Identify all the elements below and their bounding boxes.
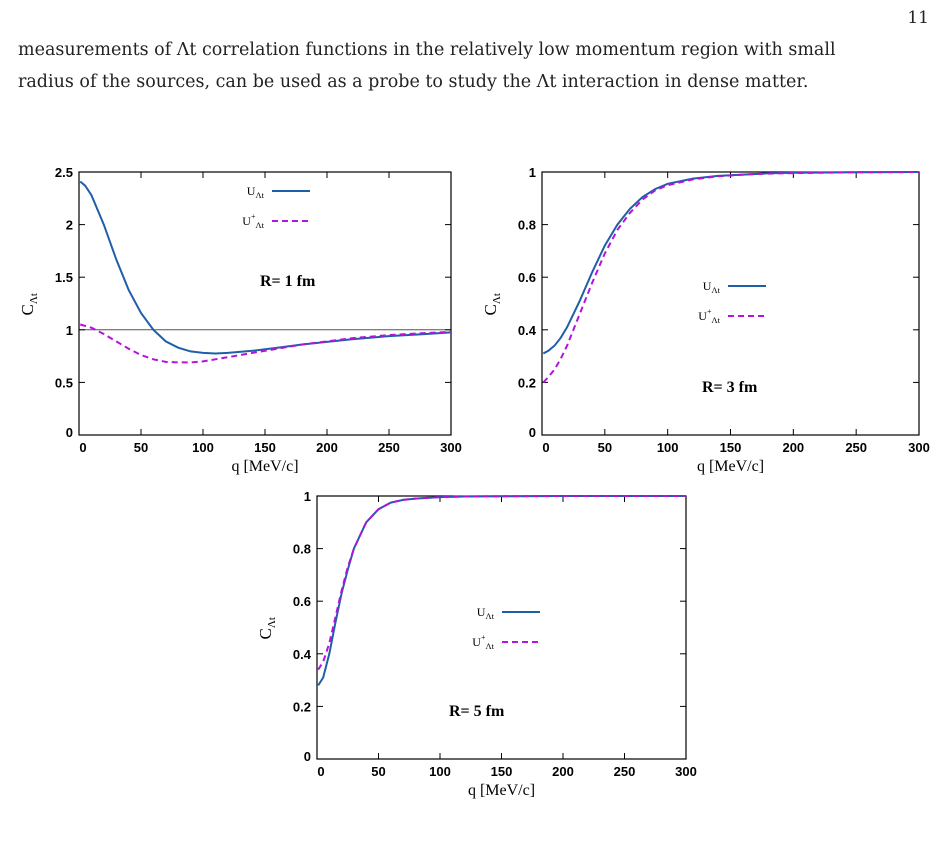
- x-tick-label: 250: [614, 764, 636, 779]
- series-line-solid: [542, 171, 920, 355]
- legend-label-main: U: [472, 635, 481, 649]
- y-axis-label: CΛt: [256, 617, 278, 639]
- legend-label-main: U: [698, 309, 707, 323]
- x-tick-label: 100: [192, 440, 214, 455]
- legend-label-dashed: U+Λt: [242, 212, 264, 230]
- legend-label-solid: UΛt: [703, 279, 721, 295]
- legend-label-superscript: +: [251, 212, 256, 221]
- x-tick-label: 100: [429, 764, 451, 779]
- series-line-solid: [317, 495, 686, 686]
- series-line-dashed: [79, 323, 452, 364]
- legend-label-dashed: U+Λt: [698, 307, 720, 325]
- y-axis-label-subscript: Λt: [491, 293, 503, 304]
- y-tick-label: 2.5: [55, 165, 73, 180]
- legend-label-dashed: U+Λt: [472, 633, 494, 651]
- x-tick-label: 150: [720, 440, 742, 455]
- legend-label-subscript: Λt: [255, 220, 264, 230]
- legend-label-subscript: Λt: [485, 641, 494, 651]
- legend-label-subscript: Λt: [255, 190, 264, 200]
- body-text-line-2: radius of the sources, can be used as a …: [18, 72, 809, 92]
- y-tick-label: 0.8: [518, 218, 536, 233]
- legend-label-superscript: +: [481, 633, 486, 642]
- y-tick-label: 0.8: [293, 542, 311, 557]
- legend-label-subscript: Λt: [711, 285, 720, 295]
- legend-label-main: U: [242, 214, 251, 228]
- y-tick-label: 2: [66, 218, 73, 233]
- page-number: 11: [907, 8, 929, 28]
- y-tick-label: 1: [529, 165, 536, 180]
- y-axis-label-main: C: [18, 304, 37, 315]
- x-axis-label: q [MeV/c]: [468, 782, 535, 799]
- y-axis-label-main: C: [481, 304, 500, 315]
- x-tick-label: 100: [657, 440, 679, 455]
- y-tick-label: 0.2: [293, 699, 311, 714]
- legend-label-solid: UΛt: [477, 605, 495, 621]
- y-tick-label: 0.6: [293, 594, 311, 609]
- y-tick-label: 0.2: [518, 375, 536, 390]
- x-tick-label: 0: [542, 440, 549, 455]
- x-tick-label: 0: [79, 440, 86, 455]
- body-text-line-1: measurements of Λt correlation functions…: [18, 40, 836, 60]
- x-tick-label: 300: [908, 440, 930, 455]
- x-tick-label: 50: [598, 440, 612, 455]
- legend-label-subscript: Λt: [711, 315, 720, 325]
- y-tick-label: 1: [66, 323, 73, 338]
- y-axis-label: CΛt: [481, 293, 503, 315]
- y-axis-label-main: C: [256, 628, 275, 639]
- y-tick-label: 0.5: [55, 375, 73, 390]
- y-tick-label: 0.4: [518, 323, 537, 338]
- x-tick-label: 150: [254, 440, 276, 455]
- y-axis-label-subscript: Λt: [266, 617, 278, 628]
- x-tick-label: 50: [134, 440, 148, 455]
- correlation-plot-r1: 0 50 100 150 200 250 300 0 0.5 1 1.5 2 2.5 q [MeV/c] C…: [18, 165, 462, 475]
- y-axis-label-subscript: Λt: [28, 293, 40, 304]
- x-axis-label: q [MeV/c]: [697, 458, 764, 475]
- x-tick-label: 250: [378, 440, 400, 455]
- x-tick-label: 300: [440, 440, 462, 455]
- x-tick-label: 50: [371, 764, 385, 779]
- correlation-plot-r5: 0 50 100 150 200 250 300 0 0.2 0.4 0.6 0.8 1 q [MeV/c…: [256, 489, 697, 799]
- y-axis-label: CΛt: [18, 293, 40, 315]
- y-tick-label: 0.6: [518, 270, 536, 285]
- correlation-plot-r3: 0 50 100 150 200 250 300 0 0.2 0.4 0.6 0.8 1 q [MeV/c…: [481, 165, 930, 475]
- legend-label-main: U: [703, 279, 712, 293]
- panel-radius-label: R= 3 fm: [702, 379, 758, 396]
- legend-label-superscript: +: [707, 307, 712, 316]
- panel-radius-label: R= 1 fm: [260, 273, 316, 290]
- x-tick-label: 0: [317, 764, 324, 779]
- legend-label-solid: UΛt: [247, 184, 265, 200]
- x-tick-label: 200: [552, 764, 574, 779]
- y-tick-label: 0: [66, 425, 73, 440]
- y-tick-label: 0: [529, 425, 536, 440]
- y-tick-label: 0.4: [293, 647, 312, 662]
- x-tick-label: 300: [675, 764, 697, 779]
- series-line-dashed: [317, 495, 686, 671]
- x-tick-label: 150: [491, 764, 513, 779]
- x-tick-label: 200: [782, 440, 804, 455]
- panel-radius-label: R= 5 fm: [449, 703, 505, 720]
- series-line-solid: [79, 180, 452, 355]
- x-axis-label: q [MeV/c]: [231, 458, 298, 475]
- series-line-dashed: [542, 171, 920, 384]
- legend-label-main: U: [247, 184, 256, 198]
- legend-label-subscript: Λt: [485, 611, 494, 621]
- legend-label-main: U: [477, 605, 486, 619]
- y-tick-label: 1: [304, 489, 311, 504]
- x-tick-label: 250: [845, 440, 867, 455]
- y-tick-label: 0: [304, 749, 311, 764]
- y-tick-label: 1.5: [55, 270, 73, 285]
- x-tick-label: 200: [316, 440, 338, 455]
